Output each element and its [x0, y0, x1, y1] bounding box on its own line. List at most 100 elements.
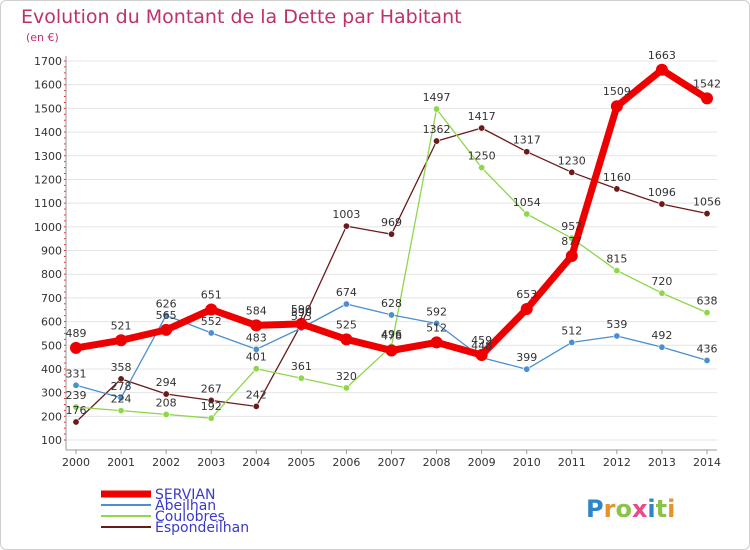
x-tick-label: 2010 [513, 456, 541, 469]
data-label-abeilhan: 448 [471, 340, 492, 353]
legend-label-servian: SERVIAN [155, 487, 215, 503]
x-tick-label: 2005 [287, 456, 315, 469]
y-tick-label: 600 [41, 316, 62, 329]
y-tick-label: 800 [41, 268, 62, 281]
data-label-servian: 525 [336, 318, 357, 331]
data-point-espondeilhan [207, 396, 215, 404]
data-point-espondeilhan [523, 148, 531, 156]
x-tick-label: 2011 [558, 456, 586, 469]
data-label-abeilhan: 552 [201, 315, 222, 328]
data-point-coulobres [72, 403, 80, 411]
data-point-servian [295, 317, 308, 330]
data-label-servian: 1542 [693, 77, 721, 90]
y-tick-label: 1000 [34, 221, 62, 234]
data-label-coulobres: 952 [561, 220, 582, 233]
data-point-abeilhan [523, 365, 531, 373]
data-label-coulobres: 1250 [468, 150, 496, 163]
data-point-servian [250, 319, 263, 332]
data-label-abeilhan: 628 [381, 297, 402, 310]
data-point-espondeilhan [72, 418, 80, 426]
axes: 100 200 300 400 500 600 700 800 900 1000 1100 1200 1… [34, 55, 721, 469]
data-label-servian: 1509 [603, 85, 631, 98]
data-label-espondeilhan: 176 [66, 404, 87, 417]
data-label-abeilhan: 512 [561, 324, 582, 337]
legend-label-coulobres: Coulobres [155, 509, 225, 525]
data-label-coulobres: 638 [697, 295, 718, 308]
series-servian [70, 63, 713, 361]
data-label-coulobres: 320 [336, 370, 357, 383]
data-point-coulobres [703, 309, 711, 317]
data-point-espondeilhan [342, 222, 350, 230]
data-label-espondeilhan: 267 [201, 382, 222, 395]
data-label-coulobres: 496 [381, 328, 402, 341]
data-point-coulobres [117, 407, 125, 415]
data-point-servian [115, 334, 128, 347]
data-label-servian: 478 [381, 329, 402, 342]
logo-letter: t [656, 495, 667, 523]
data-point-abeilhan [387, 311, 395, 319]
data-point-servian [160, 323, 173, 336]
data-point-abeilhan [703, 356, 711, 364]
data-label-espondeilhan: 1056 [693, 196, 721, 209]
data-label-servian: 651 [201, 288, 222, 301]
x-tick-label: 2014 [693, 456, 721, 469]
data-point-espondeilhan [658, 200, 666, 208]
data-label-coulobres: 401 [246, 351, 267, 364]
data-point-coulobres [658, 289, 666, 297]
y-tick-label: 900 [41, 245, 62, 258]
logo-letter: P [586, 495, 604, 523]
data-point-abeilhan [252, 345, 260, 353]
chart-subtitle: (en €) [26, 31, 59, 44]
data-point-coulobres [613, 267, 621, 275]
y-tick-label: 1700 [34, 55, 62, 68]
y-tick-label: 300 [41, 387, 62, 400]
logo-letter: i [647, 495, 655, 523]
data-label-coulobres: 192 [201, 400, 222, 413]
x-tick-label: 2012 [603, 456, 631, 469]
data-point-espondeilhan [433, 137, 441, 145]
data-point-abeilhan [433, 319, 441, 327]
x-tick-label: 2007 [378, 456, 406, 469]
data-point-coulobres [433, 105, 441, 113]
data-point-servian [610, 100, 623, 113]
y-tick-label: 1400 [34, 126, 62, 139]
data-point-servian [70, 341, 82, 354]
data-label-abeilhan: 539 [606, 318, 627, 331]
data-label-coulobres: 224 [111, 393, 132, 406]
data-label-servian: 521 [111, 319, 132, 332]
data-label-coulobres: 815 [606, 253, 627, 266]
data-label-abeilhan: 483 [246, 331, 267, 344]
legend-label-abeilhan: Abeilhan [155, 498, 216, 514]
x-tick-label: 2000 [62, 456, 90, 469]
data-point-abeilhan [342, 300, 350, 308]
data-label-espondeilhan: 358 [111, 361, 132, 374]
x-tick-label: 2004 [242, 456, 270, 469]
y-tick-label: 500 [41, 339, 62, 352]
y-tick-label: 1600 [34, 79, 62, 92]
data-label-servian: 459 [471, 334, 492, 347]
data-label-coulobres: 1497 [423, 91, 451, 104]
data-label-abeilhan: 626 [156, 297, 177, 310]
x-tick-label: 2013 [648, 456, 676, 469]
data-label-abeilhan: 278 [111, 380, 132, 393]
data-point-coulobres [207, 414, 215, 422]
data-label-abeilhan: 592 [426, 305, 447, 318]
y-tick-label: 1300 [34, 150, 62, 163]
data-label-coulobres: 1054 [513, 196, 541, 209]
data-label-servian: 512 [426, 321, 447, 334]
data-point-coulobres [478, 164, 486, 172]
x-tick-label: 2009 [468, 456, 496, 469]
data-labels: 176 358 294 267 242 590 1003 969 1362 1417 1317 123… [66, 49, 722, 417]
data-point-servian [520, 303, 533, 316]
data-point-abeilhan [658, 343, 666, 351]
data-point-coulobres [162, 410, 170, 418]
legend-label-espondeilhan: Espondeilhan [155, 520, 249, 536]
data-point-espondeilhan [613, 185, 621, 193]
data-point-abeilhan [207, 329, 215, 337]
data-point-espondeilhan [568, 168, 576, 176]
x-tick-label: 2003 [197, 456, 225, 469]
data-point-espondeilhan [117, 375, 125, 383]
y-tick-label: 1100 [34, 197, 62, 210]
